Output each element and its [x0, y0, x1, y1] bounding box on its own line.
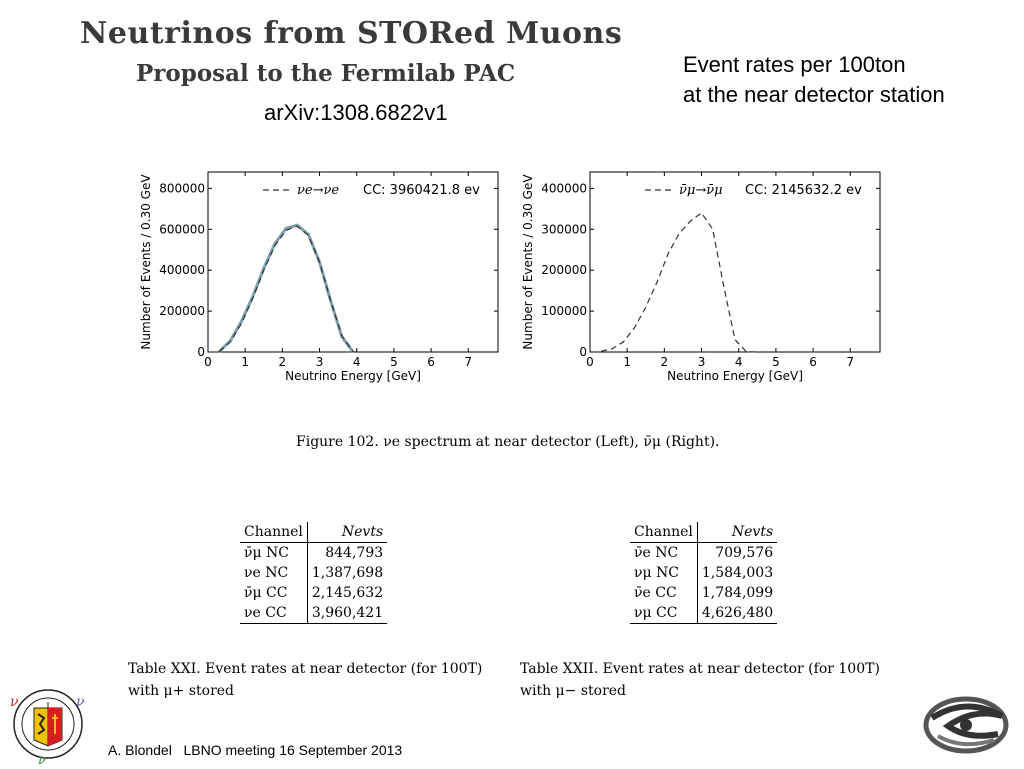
value-cell: 1,387,698 [311, 565, 384, 581]
legend-cc-count: CC: 2145632.2 ev [745, 183, 862, 198]
x-tick-label: 2 [279, 355, 287, 369]
channel-cell: νe CC [240, 603, 308, 624]
channel-cell: νe NC [240, 563, 308, 583]
table-xxii-caption-line2: with μ− stored [520, 683, 627, 699]
channel-cell: νμ NC [630, 563, 698, 583]
table-header-channel: Channel [630, 522, 698, 543]
value-cell: 1,784,099 [701, 585, 774, 601]
geneva-seal-logo: ν ν ν [4, 684, 94, 769]
table-xxi-caption: Table XXI. Event rates at near detector … [128, 658, 482, 702]
table-xxi-caption-line1: Table XXI. Event rates at near detector … [128, 661, 483, 677]
y-tick-label: 0 [579, 345, 587, 359]
table-mu-minus: Channel Nevts ν̄e NC 709,576 νμ NC 1,584,0… [630, 522, 778, 624]
y-axis-label: Number of Events / 0.30 GeV [521, 174, 535, 350]
y-tick-label: 400000 [159, 263, 205, 277]
x-tick-label: 1 [623, 355, 631, 369]
x-tick-label: 2 [661, 355, 669, 369]
value-cell: 4,626,480 [697, 603, 778, 624]
channel-cell: ν̄μ CC [240, 583, 308, 603]
x-tick-label: 7 [846, 355, 854, 369]
y-axis-label: Number of Events / 0.30 GeV [139, 174, 153, 350]
event-rates-note: Event rates per 100ton at the near detec… [683, 50, 945, 110]
table-row: νe CC 3,960,421 [240, 603, 388, 624]
y-tick-label: 200000 [541, 263, 587, 277]
table-xxii-caption-line1: Table XXII. Event rates at near detector… [520, 661, 880, 677]
svg-text:ν: ν [10, 694, 19, 710]
svg-text:ν: ν [38, 753, 46, 764]
x-tick-label: 4 [735, 355, 743, 369]
x-tick-label: 1 [241, 355, 249, 369]
x-axis-label: Neutrino Energy [GeV] [667, 369, 803, 383]
solid-spectrum-line [218, 223, 355, 353]
table-row: ν̄μ NC 844,793 [240, 542, 387, 563]
value-cell: 2,145,632 [311, 585, 384, 601]
x-tick-label: 3 [316, 355, 324, 369]
table-header-channel: Channel [240, 522, 308, 543]
dashed-spectrum-line [601, 212, 858, 353]
channel-cell: ν̄e NC [630, 542, 698, 563]
x-axis-label: Neutrino Energy [GeV] [285, 369, 421, 383]
plot-frame [589, 171, 881, 353]
x-tick-label: 3 [698, 355, 706, 369]
table-row: ν̄e NC 709,576 [630, 542, 777, 563]
channel-cell: ν̄μ NC [240, 542, 308, 563]
nevts-label: Nevts [731, 524, 774, 540]
table-header-nevts: Nevts [697, 522, 778, 543]
y-tick-label: 600000 [159, 222, 205, 236]
y-tick-label: 0 [197, 345, 205, 359]
table-row: ν̄μ CC 2,145,632 [240, 583, 387, 603]
value-cell: 3,960,421 [307, 603, 388, 624]
swirl-icon [923, 696, 1009, 754]
x-tick-label: 5 [390, 355, 398, 369]
plot-frame [207, 171, 499, 353]
legend-cc-count: CC: 3960421.8 ev [363, 183, 480, 198]
x-tick-label: 7 [464, 355, 472, 369]
x-tick-label: 0 [586, 355, 594, 369]
arxiv-reference: arXiv:1308.6822v1 [264, 100, 448, 125]
x-tick-label: 0 [204, 355, 212, 369]
channel-cell: νμ CC [630, 603, 698, 624]
figure-caption: Figure 102. νe spectrum at near detector… [296, 434, 720, 450]
legend-label: ν̄μ→ν̄μ [679, 183, 723, 198]
footer-credit: A. Blondel LBNO meeting 16 September 201… [108, 742, 403, 758]
table-row: ν̄e CC 1,784,099 [630, 583, 777, 603]
y-tick-label: 300000 [541, 222, 587, 236]
y-tick-label: 800000 [159, 181, 205, 195]
y-tick-label: 200000 [159, 304, 205, 318]
legend-label: νe→νe [297, 183, 339, 198]
y-tick-label: 400000 [541, 181, 587, 195]
channel-cell: ν̄e CC [630, 583, 698, 603]
table-row: νe NC 1,387,698 [240, 563, 387, 583]
numubar-spectrum-svg: 0 1 2 3 4 5 6 7 0 100000 200000 300000 400000 Neutrin… [521, 171, 881, 383]
nue-spectrum-plot: 0 1 2 3 4 5 6 7 0 200000 400000 600000 800000 Neutrin… [136, 160, 506, 388]
svg-text:ν: ν [76, 694, 85, 710]
value-cell: 709,576 [715, 545, 774, 561]
table-row: νμ NC 1,584,003 [630, 563, 777, 583]
x-tick-label: 6 [427, 355, 435, 369]
value-cell: 844,793 [325, 545, 384, 561]
dashed-spectrum-line [218, 225, 354, 353]
numubar-spectrum-plot: 0 1 2 3 4 5 6 7 0 100000 200000 300000 400000 Neutrin… [518, 160, 888, 388]
x-tick-label: 6 [809, 355, 817, 369]
table-row: νμ CC 4,626,480 [630, 603, 778, 624]
value-cell: 1,584,003 [701, 565, 774, 581]
table-mu-plus: Channel Nevts ν̄μ NC 844,793 νe NC 1,387,6… [240, 522, 388, 624]
y-tick-label: 100000 [541, 304, 587, 318]
slide-subtitle: Proposal to the Fermilab PAC [136, 60, 516, 87]
slide-title: Neutrinos from STORed Muons [80, 16, 623, 51]
x-tick-label: 5 [772, 355, 780, 369]
table-xxi-caption-line2: with μ+ stored [128, 683, 235, 699]
nevts-label: Nevts [341, 524, 384, 540]
nue-spectrum-svg: 0 1 2 3 4 5 6 7 0 200000 400000 600000 800000 Neutrin… [139, 171, 499, 383]
ihep-swirl-logo [918, 690, 1014, 765]
table-xxii-caption: Table XXII. Event rates at near detector… [520, 658, 880, 702]
x-tick-label: 4 [353, 355, 361, 369]
event-rates-line1: Event rates per 100ton [683, 52, 906, 77]
table-header-nevts: Nevts [307, 522, 388, 543]
geneva-seal-icon: ν ν ν [10, 689, 85, 768]
event-rates-line2: at the near detector station [683, 82, 945, 107]
